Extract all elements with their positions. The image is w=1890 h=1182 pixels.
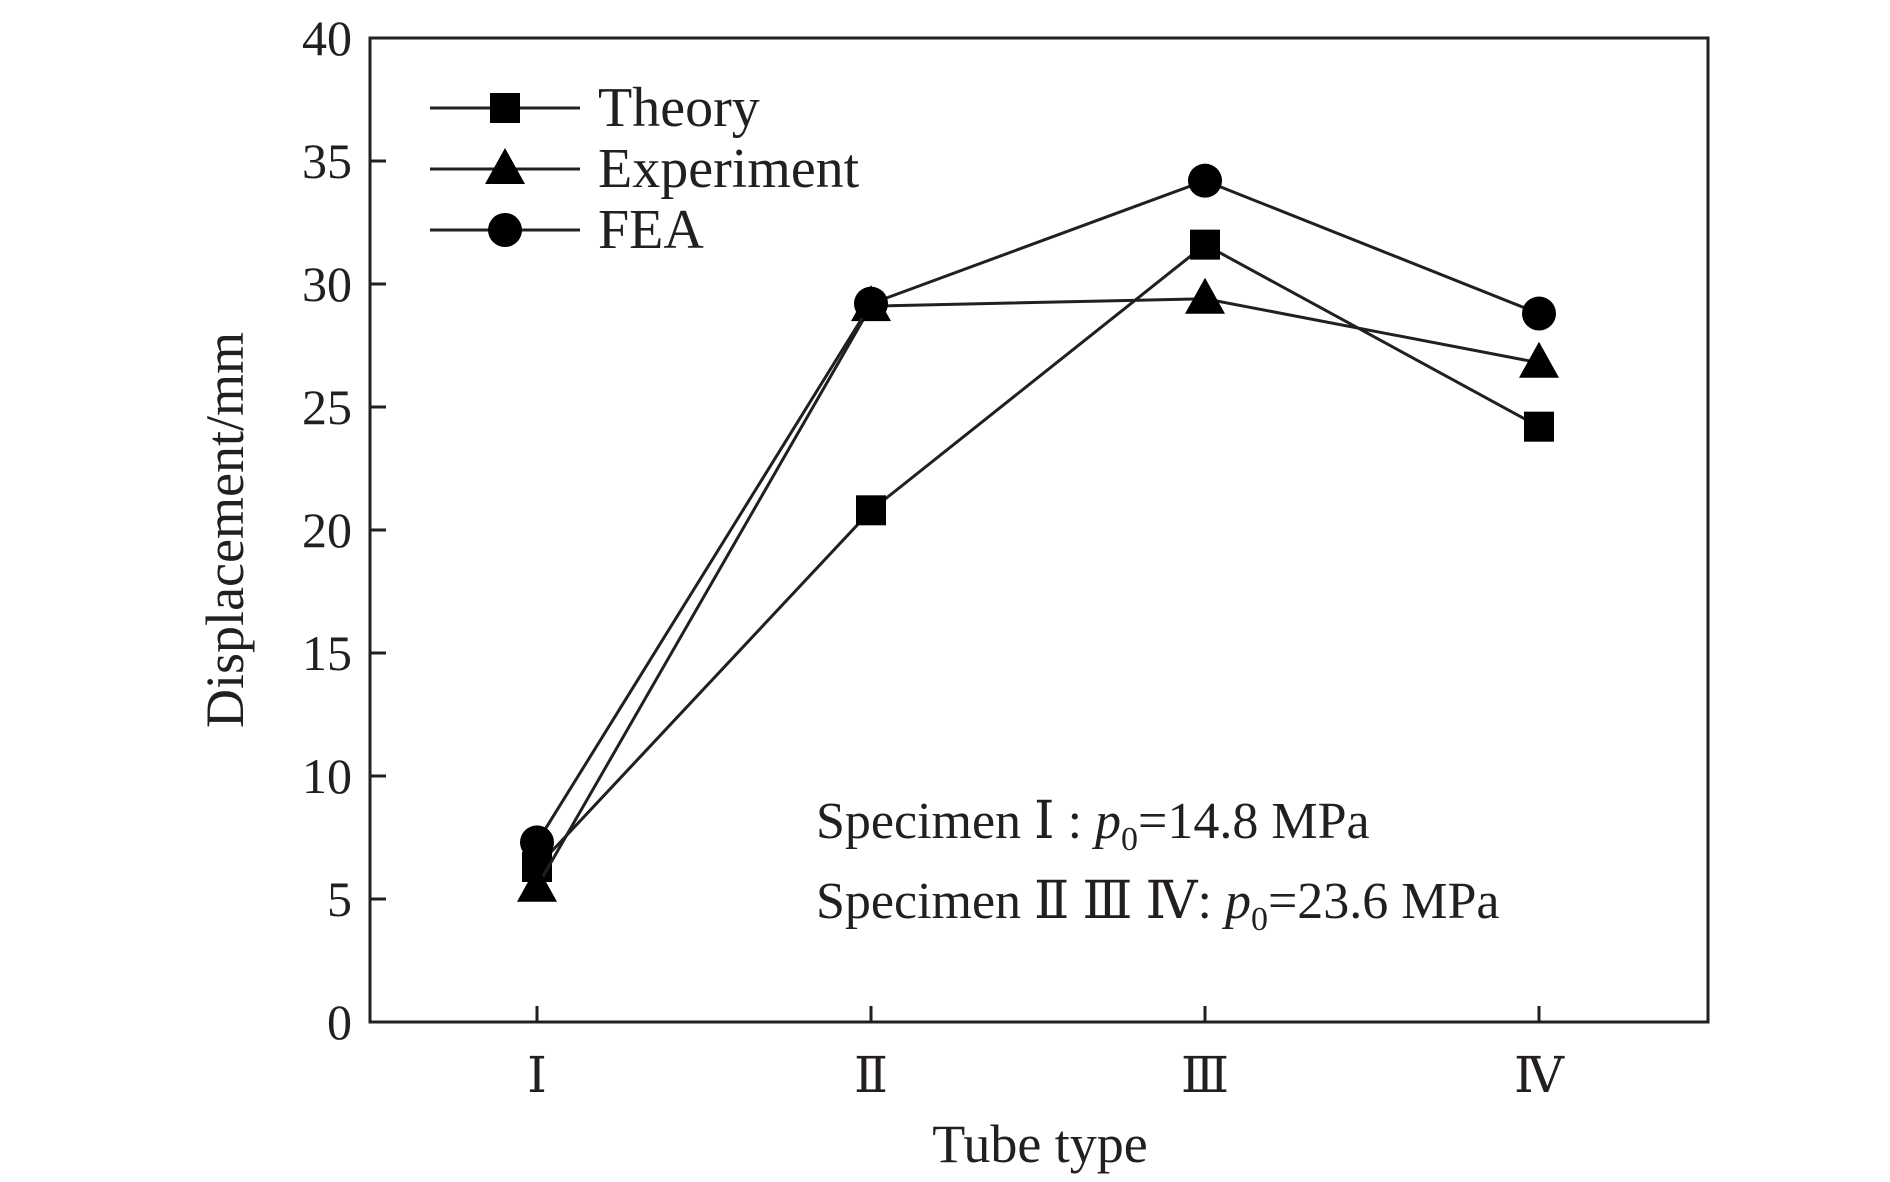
legend-item-experiment: Experiment <box>430 138 860 200</box>
x-tick-label: Ⅳ <box>1514 1047 1565 1103</box>
x-axis-title: Tube type <box>932 1114 1148 1174</box>
series-line-fea <box>535 179 1540 844</box>
data-point-theory <box>1190 229 1220 260</box>
series-theory <box>522 229 1554 883</box>
x-tick-label: Ⅲ <box>1181 1047 1229 1103</box>
legend-marker <box>490 93 520 123</box>
y-tick-label: 15 <box>302 625 352 681</box>
series-fea <box>520 163 1556 860</box>
y-tick-label: 25 <box>302 379 352 435</box>
annotations: Specimen Ⅰ : p0=14.8 MPa Specimen Ⅱ Ⅲ Ⅳ: … <box>816 793 1500 938</box>
x-tick-label: Ⅱ <box>854 1047 888 1103</box>
data-point-experiment <box>1519 341 1559 378</box>
y-axis: 0 5 10 15 20 25 30 35 40 <box>302 10 386 1050</box>
data-point-fea <box>854 286 888 321</box>
legend-item-theory: Theory <box>430 77 760 139</box>
y-tick-label: 20 <box>302 502 352 558</box>
series-layer <box>517 163 1559 902</box>
x-tick-label: Ⅰ <box>527 1047 547 1103</box>
y-axis-title: Displacement/mm <box>195 332 255 728</box>
y-tick-label: 35 <box>302 133 352 189</box>
y-tick-label: 40 <box>302 10 352 66</box>
annotation-text: Specimen Ⅱ Ⅲ Ⅳ: p0=23.6 MPa <box>816 873 1500 938</box>
y-tick-label: 10 <box>302 748 352 804</box>
legend-item-fea: FEA <box>430 199 704 261</box>
data-point-fea <box>1188 163 1222 198</box>
data-point-experiment <box>517 865 557 902</box>
legend-label: Theory <box>598 77 760 139</box>
y-tick-label: 0 <box>327 994 352 1050</box>
annotation-text: Specimen Ⅰ : p0=14.8 MPa <box>816 793 1370 858</box>
data-point-theory <box>856 495 886 526</box>
series-line-experiment <box>535 297 1540 888</box>
series-line-theory <box>535 242 1540 869</box>
legend-label: FEA <box>598 199 704 261</box>
legend-label: Experiment <box>598 138 860 200</box>
legend-marker <box>488 213 522 247</box>
y-tick-label: 30 <box>302 256 352 312</box>
legend-marker <box>485 148 525 184</box>
data-point-experiment <box>1185 277 1225 314</box>
x-axis: Ⅰ Ⅱ Ⅲ Ⅳ <box>527 1006 1565 1103</box>
y-tick-label: 5 <box>327 871 352 927</box>
data-point-fea <box>1522 296 1556 331</box>
data-point-theory <box>1524 411 1554 442</box>
data-point-fea <box>520 825 554 860</box>
